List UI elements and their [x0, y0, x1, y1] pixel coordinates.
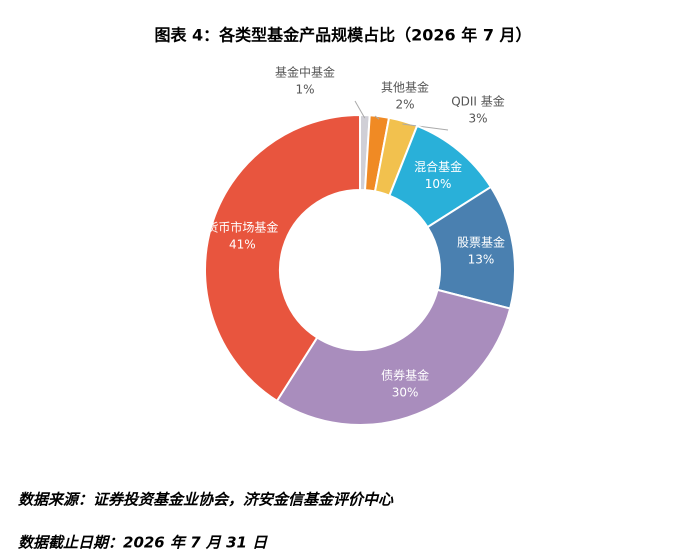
slice-value-label: 1%: [295, 83, 314, 97]
slice-label: 债券基金: [381, 367, 429, 382]
slice-value-label: 2%: [395, 98, 414, 112]
slice-label: 其他基金: [381, 80, 429, 95]
date-note: 数据截止日期：2026 年 7 月 31 日: [18, 534, 268, 552]
slice-label: 货币市场基金: [206, 219, 278, 234]
donut-slice: [204, 113, 361, 403]
slice-value-label: 41%: [229, 237, 256, 251]
donut-slice: [275, 288, 512, 426]
slice-label: 股票基金: [457, 234, 505, 249]
leader-line: [402, 123, 449, 131]
slice-value-label: 13%: [468, 252, 495, 266]
slice-value-label: 30%: [392, 385, 419, 399]
slice-value-label: 10%: [425, 177, 452, 191]
leader-line: [354, 100, 366, 119]
slice-label: 基金中基金: [275, 65, 335, 80]
slice-label: 混合基金: [414, 159, 462, 174]
slice-value-label: 3%: [468, 112, 487, 126]
slice-label: QDII 基金: [451, 94, 505, 109]
chart-title: 图表 4：各类型基金产品规模占比（2026 年 7 月）: [154, 26, 531, 45]
leader-line: [374, 115, 380, 120]
source-note: 数据来源：证券投资基金业协会，济安金信基金评价中心: [18, 491, 394, 509]
